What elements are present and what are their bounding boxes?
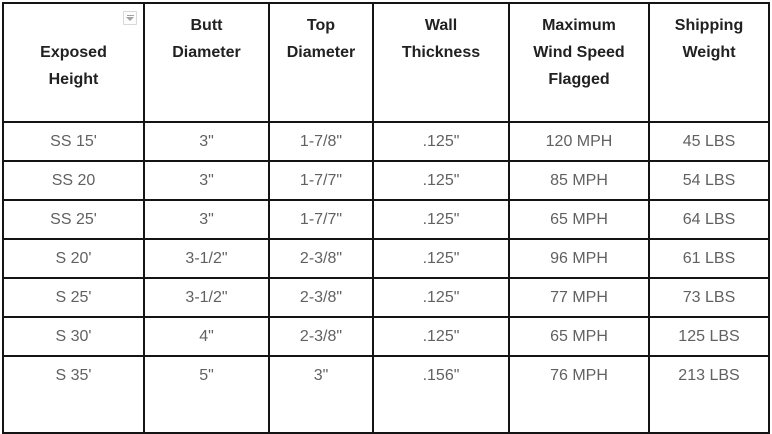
cell-butt-diameter: 5" (143, 355, 270, 434)
cell-exposed-height: SS 25' (2, 199, 145, 240)
cell-max-wind-speed: 120 MPH (508, 121, 650, 162)
cell-max-wind-speed: 65 MPH (508, 199, 650, 240)
cell-top-diameter: 2-3/8" (268, 277, 374, 318)
cell-max-wind-speed: 76 MPH (508, 355, 650, 434)
column-header-max-wind-speed: Maximum Wind Speed Flagged (508, 2, 650, 123)
cell-shipping-weight: 125 LBS (648, 316, 770, 357)
cell-exposed-height: S 35' (2, 355, 145, 434)
cell-wall-thickness: .125" (372, 238, 510, 279)
cell-top-diameter: 3" (268, 355, 374, 434)
filter-dropdown-bar (126, 15, 134, 16)
cell-shipping-weight: 73 LBS (648, 277, 770, 318)
cell-max-wind-speed: 65 MPH (508, 316, 650, 357)
cell-wall-thickness: .125" (372, 199, 510, 240)
table-row: S 20' 3-1/2" 2-3/8" .125" 96 MPH 61 LBS (2, 238, 770, 279)
cell-top-diameter: 2-3/8" (268, 316, 374, 357)
cell-top-diameter: 2-3/8" (268, 238, 374, 279)
cell-butt-diameter: 3" (143, 199, 270, 240)
cell-shipping-weight: 213 LBS (648, 355, 770, 434)
cell-exposed-height: S 25' (2, 277, 145, 318)
cell-butt-diameter: 3" (143, 160, 270, 201)
table-row: S 35' 5" 3" .156" 76 MPH 213 LBS (2, 355, 770, 434)
cell-butt-diameter: 3-1/2" (143, 238, 270, 279)
column-header-exposed-height: Exposed Height (2, 2, 145, 123)
column-header-label: Exposed Height (40, 44, 107, 88)
column-header-butt-diameter: Butt Diameter (143, 2, 270, 123)
cell-shipping-weight: 54 LBS (648, 160, 770, 201)
table-row: SS 15' 3" 1-7/8" .125" 120 MPH 45 LBS (2, 121, 770, 162)
cell-exposed-height: SS 20 (2, 160, 145, 201)
cell-wall-thickness: .125" (372, 121, 510, 162)
header-row: Exposed Height Butt Diameter Top Diamete… (2, 2, 770, 123)
table-row: SS 20 3" 1-7/7" .125" 85 MPH 54 LBS (2, 160, 770, 201)
cell-top-diameter: 1-7/8" (268, 121, 374, 162)
column-header-top-diameter: Top Diameter (268, 2, 374, 123)
table-row: S 30' 4" 2-3/8" .125" 65 MPH 125 LBS (2, 316, 770, 357)
cell-wall-thickness: .125" (372, 277, 510, 318)
table-row: SS 25' 3" 1-7/7" .125" 65 MPH 64 LBS (2, 199, 770, 240)
cell-wall-thickness: .156" (372, 355, 510, 434)
filter-dropdown-icon[interactable] (123, 11, 137, 25)
cell-butt-diameter: 3-1/2" (143, 277, 270, 318)
cell-butt-diameter: 3" (143, 121, 270, 162)
cell-top-diameter: 1-7/7" (268, 160, 374, 201)
table-row: S 25' 3-1/2" 2-3/8" .125" 77 MPH 73 LBS (2, 277, 770, 318)
cell-wall-thickness: .125" (372, 316, 510, 357)
cell-exposed-height: SS 15' (2, 121, 145, 162)
cell-wall-thickness: .125" (372, 160, 510, 201)
cell-shipping-weight: 61 LBS (648, 238, 770, 279)
cell-max-wind-speed: 77 MPH (508, 277, 650, 318)
cell-butt-diameter: 4" (143, 316, 270, 357)
cell-shipping-weight: 64 LBS (648, 199, 770, 240)
cell-exposed-height: S 20' (2, 238, 145, 279)
column-header-shipping-weight: Shipping Weight (648, 2, 770, 123)
chevron-down-icon (126, 17, 134, 21)
cell-top-diameter: 1-7/7" (268, 199, 374, 240)
cell-exposed-height: S 30' (2, 316, 145, 357)
column-header-wall-thickness: Wall Thickness (372, 2, 510, 123)
cell-max-wind-speed: 85 MPH (508, 160, 650, 201)
cell-shipping-weight: 45 LBS (648, 121, 770, 162)
cell-max-wind-speed: 96 MPH (508, 238, 650, 279)
